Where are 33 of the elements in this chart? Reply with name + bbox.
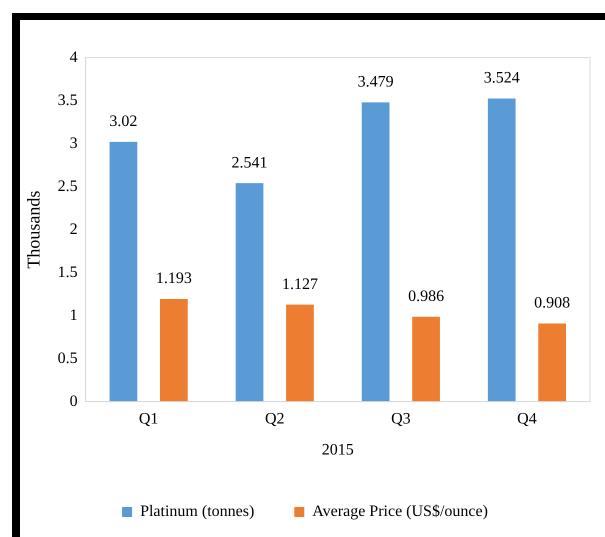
bar bbox=[110, 142, 138, 402]
bar bbox=[412, 316, 440, 402]
data-label: 1.193 bbox=[156, 270, 192, 288]
x-tick-label: Q1 bbox=[138, 410, 158, 428]
data-label: 3.524 bbox=[484, 70, 520, 87]
legend-label: Platinum (tonnes) bbox=[140, 503, 254, 520]
y-tick-label: 2.5 bbox=[58, 178, 78, 195]
bar bbox=[286, 304, 314, 402]
data-label: 1.127 bbox=[282, 276, 318, 293]
y-axis-title: Thousands bbox=[24, 190, 44, 269]
x-axis-title: 2015 bbox=[322, 442, 354, 459]
y-tick-label: 1 bbox=[70, 306, 78, 324]
y-tick-label: 3 bbox=[70, 134, 78, 152]
x-tick-label: Q2 bbox=[264, 410, 285, 428]
data-label: 2.541 bbox=[232, 154, 268, 172]
x-tick-label: Q4 bbox=[517, 410, 537, 428]
data-label: 0.986 bbox=[408, 288, 444, 306]
data-label: 3.02 bbox=[109, 113, 138, 130]
bar bbox=[160, 299, 188, 402]
y-tick-label: 2 bbox=[70, 220, 78, 238]
y-tick-label: 0 bbox=[70, 392, 78, 410]
y-tick-label: 3.5 bbox=[58, 92, 78, 109]
legend-label: Average Price (US$/ounce) bbox=[312, 503, 488, 520]
y-tick-label: 0.5 bbox=[58, 350, 78, 367]
bar bbox=[538, 324, 566, 402]
bar bbox=[236, 183, 264, 402]
data-label: 0.908 bbox=[534, 294, 570, 312]
y-tick-label: 1.5 bbox=[58, 264, 78, 281]
x-tick-label: Q3 bbox=[391, 410, 411, 428]
bar bbox=[488, 98, 516, 402]
y-tick-label: 4 bbox=[70, 48, 78, 66]
bar bbox=[362, 102, 390, 402]
data-label: 3.479 bbox=[358, 74, 394, 91]
